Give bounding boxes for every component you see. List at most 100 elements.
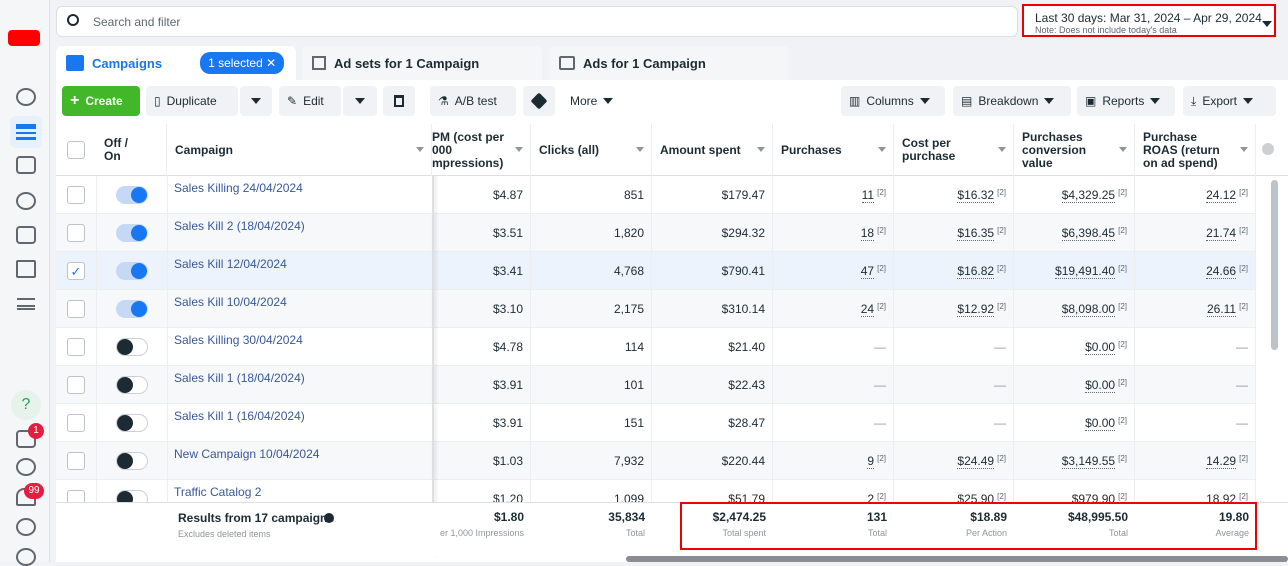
selected-chip[interactable]: 1 selected ✕ (200, 52, 284, 74)
toggle[interactable] (116, 186, 148, 204)
toggle[interactable] (116, 262, 148, 280)
sort-caret[interactable] (878, 147, 886, 152)
toggle[interactable] (116, 338, 148, 356)
row-checkbox[interactable] (67, 300, 85, 318)
column-header[interactable]: Purchases (773, 124, 894, 176)
toggle-knob (117, 415, 133, 431)
toggle[interactable] (116, 414, 148, 432)
nav-ads[interactable] (16, 260, 36, 278)
sort-caret[interactable] (515, 147, 523, 152)
footnote: [2] (1118, 188, 1127, 197)
cell: $3.91 (432, 366, 531, 404)
reports-button[interactable]: ▣Reports (1077, 86, 1175, 116)
footnote: [2] (1239, 454, 1248, 463)
row-checkbox[interactable] (67, 452, 85, 470)
column-header[interactable]: Purchase ROAS (return on ad spend) (1135, 124, 1256, 176)
date-range[interactable]: Last 30 days: Mar 31, 2024 – Apr 29, 202… (1022, 4, 1276, 37)
sort-caret[interactable] (757, 147, 765, 152)
ab-test-button[interactable]: ⚗A/B test (430, 86, 516, 116)
campaign-name[interactable]: New Campaign 10/04/2024 (174, 447, 319, 461)
help[interactable]: ? (11, 390, 41, 420)
toggle[interactable] (116, 224, 148, 242)
campaign-name[interactable]: Sales Kill 1 (16/04/2024) (174, 409, 305, 423)
tab-ad-sets[interactable]: Ad sets for 1 Campaign (302, 46, 542, 80)
cell-value: $179.47 (722, 188, 765, 202)
footnote: [2] (1118, 416, 1127, 425)
toggle-knob (117, 453, 133, 469)
info-icon[interactable] (324, 513, 334, 523)
tab-ads[interactable]: Ads for 1 Campaign (549, 46, 789, 80)
logo[interactable] (8, 30, 40, 46)
row-checkbox[interactable] (67, 186, 85, 204)
badge: 99 (24, 483, 44, 499)
campaign-name[interactable]: Sales Kill 10/04/2024 (174, 295, 287, 309)
edit-button[interactable]: ✎Edit (279, 86, 341, 116)
column-header[interactable]: Off / On (96, 124, 167, 176)
column-header[interactable]: Purchases conversion value (1014, 124, 1135, 176)
toggle[interactable] (116, 376, 148, 394)
footnote: [2] (1118, 264, 1127, 273)
toggle[interactable] (116, 300, 148, 318)
cell: 24.12[2] (1135, 176, 1256, 214)
nav-settings[interactable] (16, 458, 36, 476)
nav-overview[interactable] (16, 88, 36, 106)
nav-debug[interactable] (16, 548, 36, 566)
header-label: PM (cost per 000 mpressions) (432, 131, 506, 170)
campaign-name[interactable]: Sales Killing 24/04/2024 (174, 181, 303, 195)
cell-value: — (994, 416, 1006, 430)
create-button[interactable]: +Create (62, 86, 140, 116)
columns-button[interactable]: ▥Columns (841, 86, 945, 116)
row-checkbox[interactable] (67, 414, 85, 432)
sort-caret[interactable] (636, 147, 644, 152)
cell-value: 24 (861, 302, 874, 317)
footnote: [2] (877, 454, 886, 463)
campaign-name[interactable]: Sales Kill 1 (18/04/2024) (174, 371, 305, 385)
tab-icon (559, 56, 575, 70)
column-header[interactable]: Campaign (167, 124, 432, 176)
add-column[interactable] (1262, 143, 1274, 155)
campaign-name[interactable]: Sales Kill 12/04/2024 (174, 257, 287, 271)
delete-button[interactable] (383, 86, 415, 116)
row-checkbox[interactable] (67, 376, 85, 394)
cell-value: — (1236, 378, 1248, 392)
row-checkbox[interactable]: ✓ (67, 262, 85, 280)
tab-campaigns[interactable]: Campaigns 1 selected ✕ (56, 46, 296, 80)
column-header[interactable]: PM (cost per 000 mpressions) (432, 124, 531, 176)
header-label: Purchases (781, 144, 842, 157)
tag-button[interactable] (523, 86, 555, 116)
duplicate-button[interactable]: ▯Duplicate (146, 86, 238, 116)
column-header[interactable]: Cost per purchase (894, 124, 1014, 176)
toggle[interactable] (116, 452, 148, 470)
cell: — (773, 404, 894, 442)
nav-search[interactable] (16, 518, 36, 536)
sort-caret[interactable] (416, 147, 424, 152)
edit-menu[interactable] (343, 86, 377, 116)
column-header[interactable]: Clicks (all) (531, 124, 652, 176)
h-scrollbar[interactable] (626, 556, 1288, 562)
column-header[interactable]: Amount spent (652, 124, 773, 176)
nav-billing[interactable] (16, 226, 36, 244)
search-bar[interactable]: Search and filter (56, 6, 1018, 37)
sort-caret[interactable] (1240, 147, 1248, 152)
campaign-name[interactable]: Traffic Catalog 2 (174, 485, 261, 499)
cell-value: 24.12 (1206, 188, 1236, 203)
toggle-knob (117, 377, 133, 393)
duplicate-menu[interactable] (240, 86, 272, 116)
row-checkbox[interactable] (67, 224, 85, 242)
nav-menu[interactable] (17, 298, 35, 310)
sort-caret[interactable] (1119, 147, 1127, 152)
header-checkbox[interactable] (67, 141, 85, 159)
more-button[interactable]: More (562, 86, 628, 116)
footnote: [2] (997, 264, 1006, 273)
nav-audiences[interactable] (16, 192, 36, 210)
breakdown-button[interactable]: ▤Breakdown (953, 86, 1071, 116)
campaign-name[interactable]: Sales Killing 30/04/2024 (174, 333, 303, 347)
nav-reports[interactable] (16, 156, 36, 174)
sort-caret[interactable] (998, 147, 1006, 152)
export-button[interactable]: ⤓Export (1183, 86, 1276, 116)
nav-campaigns-active[interactable] (10, 116, 42, 148)
scrollbar[interactable] (1271, 180, 1278, 350)
campaign-name[interactable]: Sales Kill 2 (18/04/2024) (174, 219, 305, 233)
row-checkbox[interactable] (67, 338, 85, 356)
